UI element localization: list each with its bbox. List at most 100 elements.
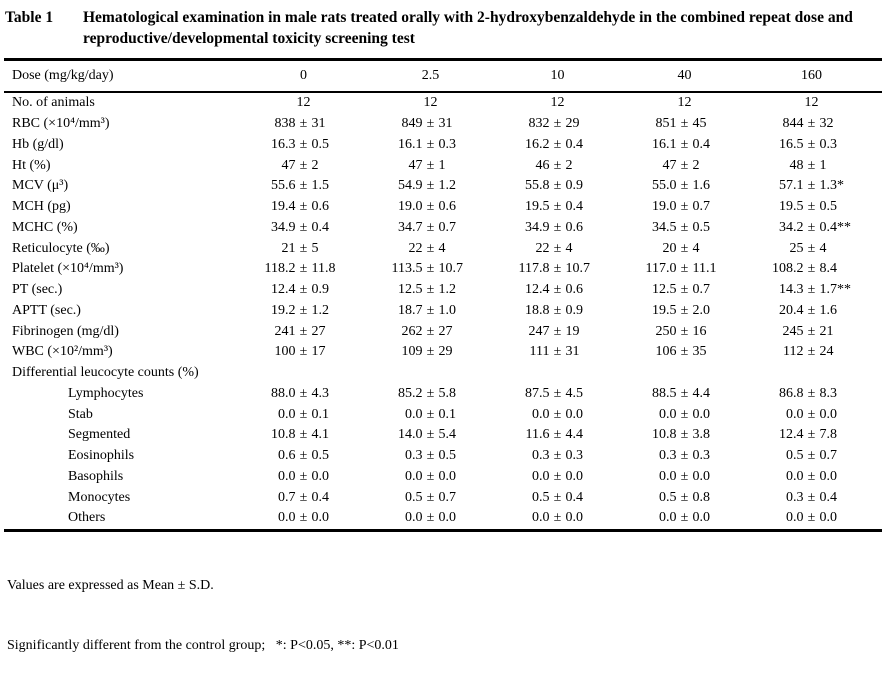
sd-value: 32 [819, 116, 834, 132]
plus-minus-sign: ± [807, 116, 816, 132]
cell: 19.0 ±0.6 [367, 199, 494, 215]
cell: 19.5 ±0.4 [494, 199, 621, 215]
mean-value: 109 [401, 344, 423, 360]
table-row: MCHC (%) 34.9 ±0.4 34.7 ±0.7 34.9 ±0.6 34.5 ±0.5… [0, 218, 886, 239]
plus-minus-sign: ± [299, 427, 308, 443]
sd-value: 0.0 [438, 468, 457, 484]
sd-value: 0.6 [438, 199, 457, 215]
cell: 838 ±31 [240, 116, 367, 132]
sd-value: 0.7 [819, 448, 838, 464]
mean-value: 111 [529, 344, 550, 360]
cell: 12 [494, 95, 621, 111]
cell-value: 12 [296, 95, 311, 111]
sd-value: 11.8 [311, 261, 336, 277]
row-label: APTT (sec.) [12, 302, 81, 318]
cell: 0.0 ±0.0 [494, 407, 621, 423]
mean-value: 0.0 [532, 468, 550, 484]
mean-value: 22 [535, 240, 550, 256]
cell: 0.0 ±0.0 [748, 407, 875, 423]
plus-minus-sign: ± [680, 385, 689, 401]
table-row: Fibrinogen (mg/dl) 241 ±27 262 ±27 247 ±19 250 ±… [0, 321, 886, 342]
cell: 85.2 ±5.8 [367, 386, 494, 402]
cell: 16.5 ±0.3 [748, 137, 875, 153]
sd-value: 4 [692, 240, 700, 256]
sd-value: 3.8 [692, 427, 711, 443]
mean-value: 12.4 [271, 282, 296, 298]
cell: 16.3 ±0.5 [240, 137, 367, 153]
plus-minus-sign: ± [680, 157, 689, 173]
plus-minus-sign: ± [299, 282, 308, 298]
cell: 25 ±4 [748, 241, 875, 257]
sd-value: 0.4 [819, 219, 838, 235]
plus-minus-sign: ± [807, 219, 816, 235]
plus-minus-sign: ± [426, 385, 435, 401]
sd-value: 1.0 [438, 302, 457, 318]
cell: 0.0 ±0.0 [367, 510, 494, 526]
sd-value: 0.4 [692, 136, 711, 152]
sd-value: 27 [438, 323, 453, 339]
mean-value: 16.1 [398, 136, 423, 152]
row-label: Monocytes [68, 489, 131, 505]
mean-value: 46 [535, 157, 550, 173]
mean-value: 22 [408, 240, 423, 256]
plus-minus-sign: ± [807, 302, 816, 318]
plus-minus-sign: ± [426, 178, 435, 194]
mean-value: 19.5 [525, 199, 550, 215]
cell: 16.2 ±0.4 [494, 137, 621, 153]
plus-minus-sign: ± [426, 448, 435, 464]
row-label: MCH (pg) [12, 199, 71, 215]
sd-value: 4 [819, 240, 827, 256]
cell: 112 ±24 [748, 344, 875, 360]
sd-value: 0.1 [438, 406, 457, 422]
sd-value: 0.7 [438, 489, 457, 505]
sd-value: 35 [692, 344, 707, 360]
cell: 19.4 ±0.6 [240, 199, 367, 215]
plus-minus-sign: ± [553, 489, 562, 505]
sd-value: 4 [438, 240, 446, 256]
mean-value: 55.0 [652, 178, 677, 194]
mean-value: 18.7 [398, 302, 423, 318]
plus-minus-sign: ± [426, 427, 435, 443]
sd-value: 0.4 [565, 199, 584, 215]
sd-value: 1 [438, 157, 446, 173]
row-label: Differential leucocyte counts (%) [12, 365, 199, 381]
mean-value: 0.3 [532, 448, 550, 464]
plus-minus-sign: ± [553, 116, 562, 132]
sd-value: 24 [819, 344, 834, 360]
cell: 0.0 ±0.0 [494, 469, 621, 485]
cell: 0.0 ±0.0 [748, 510, 875, 526]
cell: 18.8 ±0.9 [494, 303, 621, 319]
row-label: Hb (g/dl) [12, 136, 64, 152]
sd-value: 1 [819, 157, 827, 173]
sd-value: 27 [311, 323, 326, 339]
cell: 0.0 ±0.1 [240, 407, 367, 423]
top-rule [4, 58, 882, 61]
cell: 262 ±27 [367, 324, 494, 340]
cell: 55.8 ±0.9 [494, 178, 621, 194]
mean-value: 0.5 [405, 489, 423, 505]
mean-value: 34.5 [652, 219, 677, 235]
mean-value: 0.0 [786, 468, 804, 484]
plus-minus-sign: ± [680, 489, 689, 505]
mean-value: 0.7 [278, 489, 296, 505]
dose-value: 160 [801, 68, 822, 83]
sd-value: 0.3 [565, 448, 584, 464]
sd-value: 8.4 [819, 261, 838, 277]
mean-value: 112 [783, 344, 804, 360]
plus-minus-sign: ± [553, 261, 562, 277]
row-label: WBC (×10²/mm³) [12, 344, 113, 360]
significance-mark: * [837, 178, 844, 194]
sd-value: 4.5 [565, 385, 584, 401]
plus-minus-sign: ± [553, 240, 562, 256]
sd-value: 0.5 [692, 219, 711, 235]
plus-minus-sign: ± [553, 406, 562, 422]
footnotes: Values are expressed as Mean ± S.D. Sign… [0, 532, 886, 696]
sd-value: 5.8 [438, 385, 457, 401]
mean-value: 117.8 [518, 261, 550, 277]
mean-value: 108.2 [772, 261, 804, 277]
table-row: Basophils 0.0 ±0.0 0.0 ±0.0 0.0 ±0.0 0.0 ±0.0 0.0… [0, 467, 886, 488]
table-body: No. of animals 12 12 12 12 12 RBC (×10⁴/mm³) 83… [0, 93, 886, 529]
mean-value: 0.0 [532, 406, 550, 422]
sd-value: 0.4 [565, 136, 584, 152]
sd-value: 11.1 [692, 261, 717, 277]
